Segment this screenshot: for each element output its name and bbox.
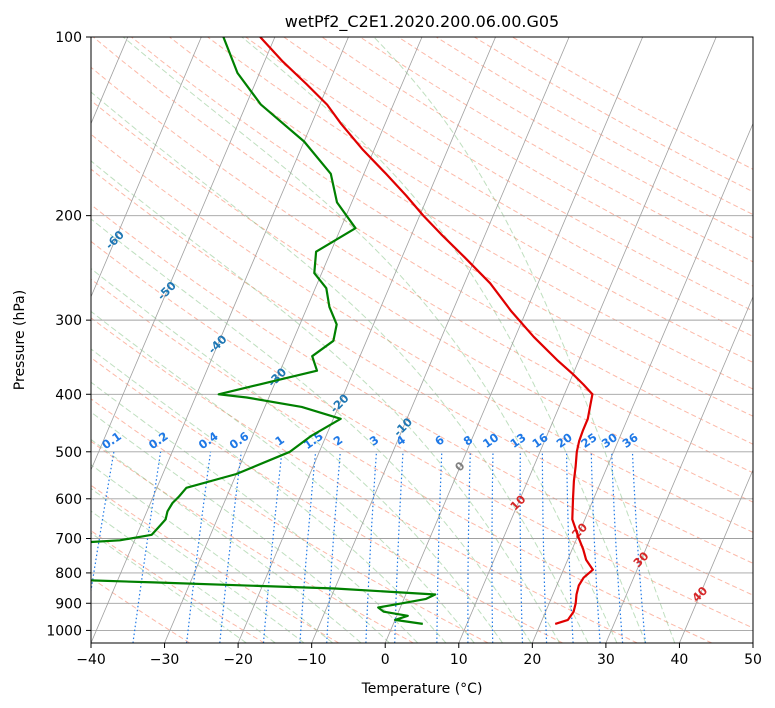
mixing-ratio-line <box>262 451 283 643</box>
dry-adiabat-line <box>169 37 753 390</box>
isotherm-line <box>458 37 717 643</box>
isotherm-line <box>679 468 753 643</box>
dry-adiabat-line <box>91 133 753 533</box>
sounding-series <box>91 37 594 625</box>
dry-adiabat-line <box>245 37 753 337</box>
x-tick-label: 40 <box>671 652 689 668</box>
x-axis: −40 −30 −20 −10 0 10 20 30 40 50 <box>76 643 762 668</box>
isotherm-line <box>384 37 644 643</box>
x-tick-label: −20 <box>223 652 253 668</box>
mixing-ratio-line <box>186 451 212 643</box>
dry-adiabat-line <box>91 530 265 643</box>
mixing-ratio-line <box>365 451 378 643</box>
isotherm-line <box>91 37 349 643</box>
dewpoint-line <box>91 37 437 625</box>
dry-adiabat-line <box>91 357 563 643</box>
y-tick-label: 300 <box>55 313 82 329</box>
moist-adiabat-line <box>91 532 247 643</box>
moist-adiabat-line <box>91 464 334 643</box>
temperature-line <box>259 37 594 625</box>
dry-adiabat-line <box>91 484 340 643</box>
isotherm-line <box>91 37 202 298</box>
mixing-ratio-line <box>631 451 646 643</box>
y-tick-label: 400 <box>55 387 82 403</box>
chart-title: wetPf2_C2E1.2020.200.06.00.G05 <box>285 12 559 32</box>
x-tick-label: 20 <box>523 652 541 668</box>
mixing-ratio-lines <box>91 451 646 643</box>
dry-adiabat-line <box>207 37 753 363</box>
y-tick-label: 1000 <box>46 623 82 639</box>
y-tick-label: 500 <box>55 445 82 461</box>
x-tick-label: 30 <box>597 652 615 668</box>
plot-frame <box>90 36 754 644</box>
reference-lines <box>91 37 753 643</box>
dry-adiabat-line <box>91 317 638 643</box>
dry-adiabat-line <box>91 99 753 503</box>
y-tick-label: 100 <box>55 30 82 46</box>
x-axis-title: Temperature (°C) <box>361 681 483 697</box>
mixing-ratio-line <box>326 451 341 643</box>
y-tick-label: 600 <box>55 492 82 508</box>
x-tick-label: 0 <box>381 652 390 668</box>
dry-adiabat-line <box>91 278 713 643</box>
x-tick-label: 10 <box>450 652 468 668</box>
dry-adiabat-line <box>91 168 753 564</box>
y-tick-label: 900 <box>55 596 82 612</box>
y-tick-label: 200 <box>55 209 82 225</box>
dry-adiabat-line <box>91 204 753 596</box>
mixing-ratio-line <box>611 451 624 643</box>
isotherm-line <box>311 37 570 643</box>
y-axis-title: Pressure (hPa) <box>12 290 28 390</box>
moist-adiabat-line <box>91 160 561 643</box>
isotherm-line <box>605 295 753 643</box>
dry-adiabat-line <box>91 240 753 629</box>
moist-adiabat-line <box>122 37 618 643</box>
moist-adiabat-line <box>91 91 589 643</box>
isotherm-line <box>237 37 496 643</box>
y-axis: 100 200 300 400 500 600 700 800 900 1000 <box>46 30 91 639</box>
moist-adiabat-line <box>373 37 676 643</box>
moist-adiabat-line <box>91 348 447 643</box>
mixing-ratio-line <box>590 451 601 643</box>
mixing-ratio-line <box>132 451 162 643</box>
y-tick-label: 800 <box>55 566 82 582</box>
dry-adiabat-line <box>131 37 753 417</box>
isotherm-line <box>164 37 423 643</box>
moist-adiabat-line <box>91 310 475 643</box>
isotherm-line <box>91 37 276 471</box>
x-tick-label: −40 <box>76 652 106 668</box>
y-tick-label: 700 <box>55 532 82 548</box>
x-tick-label: −30 <box>150 652 180 668</box>
x-tick-label: −10 <box>297 652 327 668</box>
mixing-ratio-line <box>219 451 242 643</box>
mixing-ratio-line <box>394 451 404 643</box>
mixing-ratio-line <box>299 451 317 643</box>
moist-adiabat-line <box>241 37 647 643</box>
moist-adiabat-line <box>91 411 390 643</box>
isotherm-line <box>531 122 753 643</box>
x-tick-label: 50 <box>744 652 762 668</box>
